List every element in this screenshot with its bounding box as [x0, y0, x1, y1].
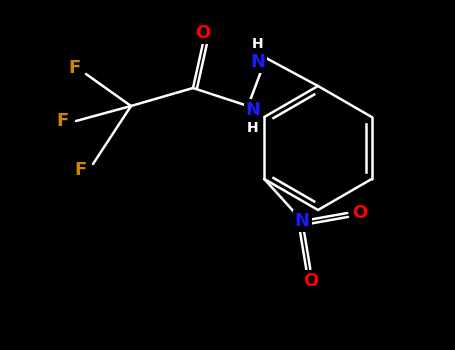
Text: H: H — [252, 37, 264, 51]
Text: O: O — [352, 204, 367, 222]
Text: H: H — [247, 121, 259, 135]
Text: N: N — [246, 101, 261, 119]
Text: N: N — [251, 53, 266, 71]
Text: N: N — [295, 212, 310, 230]
Text: F: F — [75, 161, 87, 179]
Text: F: F — [68, 59, 80, 77]
Text: F: F — [56, 112, 68, 130]
Text: O: O — [195, 24, 211, 42]
Text: O: O — [303, 272, 318, 290]
